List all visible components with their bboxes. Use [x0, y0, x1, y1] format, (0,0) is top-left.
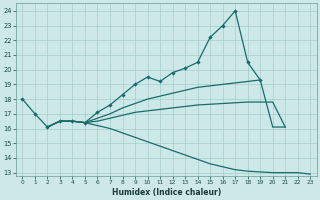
X-axis label: Humidex (Indice chaleur): Humidex (Indice chaleur) [112, 188, 221, 197]
